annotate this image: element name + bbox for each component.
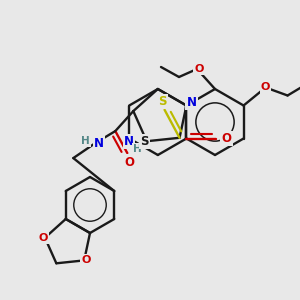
Text: O: O xyxy=(124,156,134,169)
Text: N: N xyxy=(94,136,104,150)
Text: H: H xyxy=(81,136,90,146)
Text: O: O xyxy=(221,132,231,145)
Text: N: N xyxy=(186,96,197,109)
Text: O: O xyxy=(194,64,204,74)
Text: O: O xyxy=(261,82,270,92)
Text: O: O xyxy=(38,233,48,243)
Text: O: O xyxy=(82,255,91,266)
Text: N: N xyxy=(124,135,134,148)
Text: S: S xyxy=(158,95,167,108)
Text: S: S xyxy=(140,135,149,148)
Text: H: H xyxy=(133,145,142,154)
